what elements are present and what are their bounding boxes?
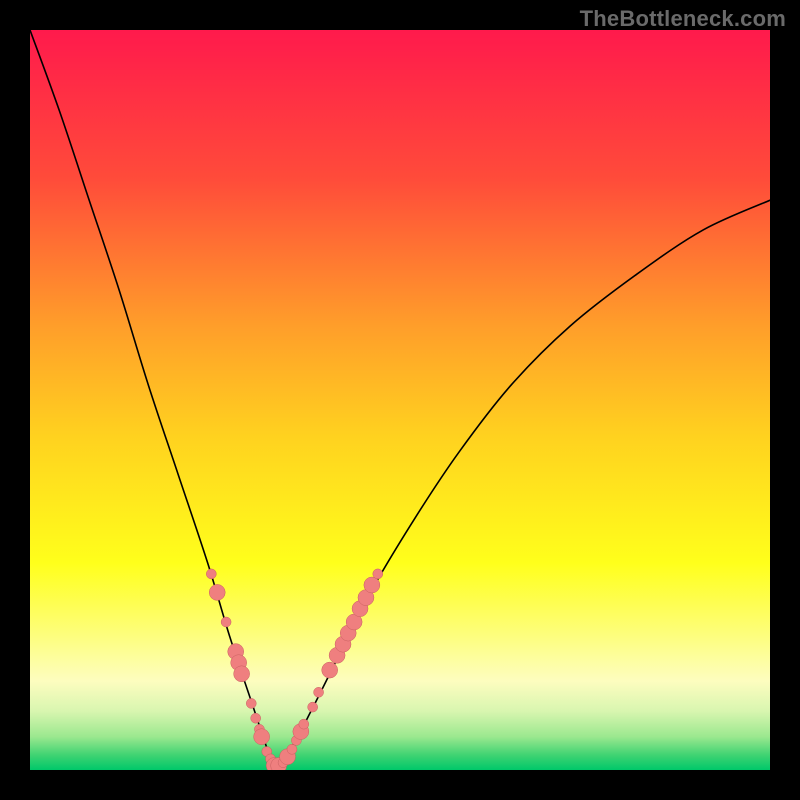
data-marker — [373, 569, 383, 579]
data-marker — [314, 687, 324, 697]
data-marker — [299, 719, 309, 729]
chart-frame: TheBottleneck.com — [0, 0, 800, 800]
data-marker — [254, 729, 270, 745]
data-marker — [221, 617, 231, 627]
plot-area — [30, 30, 770, 770]
data-marker — [308, 702, 318, 712]
data-marker — [364, 577, 380, 593]
watermark-text: TheBottleneck.com — [580, 6, 786, 32]
data-marker — [206, 569, 216, 579]
data-marker — [246, 698, 256, 708]
gradient-background — [30, 30, 770, 770]
data-marker — [251, 713, 261, 723]
data-marker — [234, 666, 250, 682]
plot-svg — [30, 30, 770, 770]
data-marker — [209, 584, 225, 600]
data-marker — [322, 662, 338, 678]
data-marker — [287, 744, 297, 754]
